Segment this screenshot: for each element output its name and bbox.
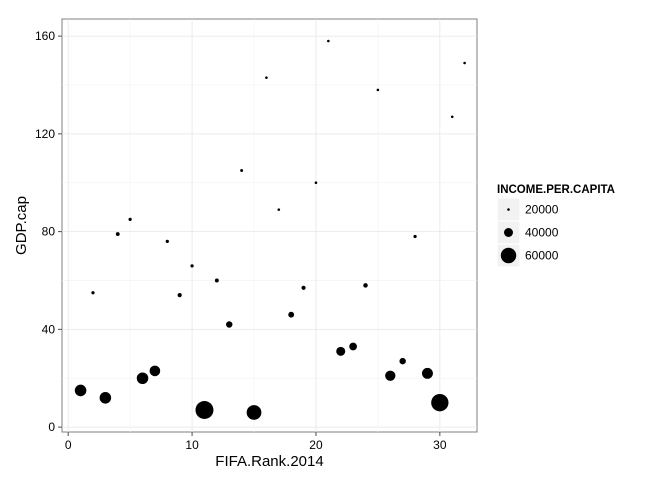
data-point [363,283,368,288]
data-points [74,39,466,420]
data-point [177,293,182,298]
minor-gridlines [62,19,477,432]
major-gridlines [62,19,477,432]
data-point [336,346,346,356]
data-point [91,291,95,295]
data-point [190,264,194,268]
data-point [149,365,161,377]
legend-title: INCOME.PER.CAPITA [497,184,615,196]
legend-key-symbol [504,228,513,237]
x-tick-label: 0 [65,438,72,452]
y-axis: 0 40 80 120 160 [35,29,62,434]
legend-label: 40000 [525,226,559,240]
x-tick-label: 30 [433,438,447,452]
data-point [277,208,281,211]
data-point [115,232,120,236]
data-point [413,234,417,239]
data-point [327,39,330,43]
data-point [240,169,244,172]
x-axis-title: FIFA.Rank.2014 [215,453,323,470]
data-point [226,321,233,328]
data-point [376,88,380,92]
x-tick-label: 20 [309,438,323,452]
data-point [399,357,406,365]
legend: INCOME.PER.CAPITA 20000 40000 60000 [496,184,615,268]
x-tick-label: 10 [185,438,199,452]
x-axis: 0 10 20 30 [65,432,447,452]
data-point [450,115,454,119]
y-tick-label: 160 [35,29,55,43]
data-point [136,372,149,385]
data-point [246,405,262,420]
legend-keys: 20000 40000 60000 [496,197,559,268]
data-point [431,394,449,412]
data-point [74,384,87,397]
legend-key-symbol [507,208,510,211]
data-point [314,181,318,185]
data-point [165,239,169,244]
data-point [421,367,433,379]
data-point [99,392,112,404]
panel-border [61,18,478,433]
data-point [195,401,214,419]
data-point [288,311,295,318]
data-point [349,342,357,351]
legend-label: 20000 [525,203,559,217]
data-point [385,370,396,381]
data-point [265,76,268,79]
data-point [463,61,466,65]
y-tick-label: 120 [35,127,55,141]
y-tick-label: 80 [42,225,56,239]
legend-key-symbol [500,247,517,264]
data-point [128,217,132,222]
y-tick-label: 0 [48,420,55,434]
data-point [301,285,306,290]
legend-label: 60000 [525,249,559,263]
y-axis-title: GDP.cap [13,196,30,255]
y-tick-label: 40 [42,322,56,336]
plot-panel [61,18,478,433]
data-point [214,278,219,283]
